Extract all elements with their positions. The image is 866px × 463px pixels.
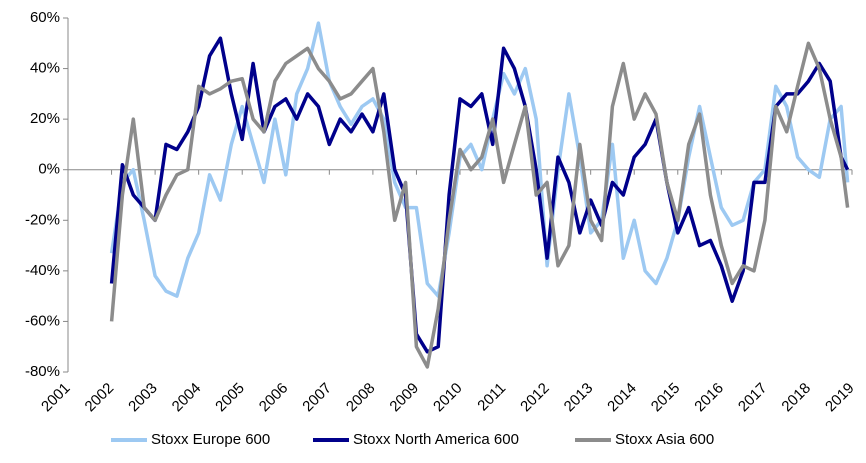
x-tick-label: 2017 <box>735 380 771 416</box>
legend-label: Stoxx Europe 600 <box>151 431 270 448</box>
y-tick-label: 20% <box>30 110 60 127</box>
legend-label: Stoxx North America 600 <box>353 431 519 448</box>
x-tick-label: 2004 <box>169 380 205 416</box>
x-tick-label: 2015 <box>648 380 684 416</box>
x-tick-label: 2010 <box>430 380 466 416</box>
x-tick-label: 2003 <box>125 380 161 416</box>
x-tick-label: 2002 <box>82 380 118 416</box>
x-tick-label: 2006 <box>256 380 292 416</box>
y-tick-label: -40% <box>25 262 60 279</box>
x-tick-label: 2013 <box>561 380 597 416</box>
x-tick-label: 2018 <box>778 380 814 416</box>
x-tick-label: 2014 <box>604 380 640 416</box>
series-line <box>109 21 850 298</box>
x-tick-label: 2016 <box>691 380 727 416</box>
x-tick-label: 2007 <box>299 380 335 416</box>
x-tick-label: 2005 <box>212 380 248 416</box>
legend-label: Stoxx Asia 600 <box>615 431 714 448</box>
y-tick-label: 40% <box>30 60 60 77</box>
y-tick-label: 0% <box>38 161 60 178</box>
x-tick-label: 2001 <box>38 380 74 416</box>
y-tick-label: 60% <box>30 9 60 26</box>
y-tick-label: -80% <box>25 363 60 380</box>
x-tick-label: 2019 <box>822 380 858 416</box>
x-tick-label: 2009 <box>386 380 422 416</box>
x-tick-label: 2012 <box>517 380 553 416</box>
x-tick-label: 2008 <box>343 380 379 416</box>
y-tick-label: -60% <box>25 312 60 329</box>
series-line <box>109 36 850 354</box>
series-line <box>109 41 850 369</box>
y-tick-label: -20% <box>25 211 60 228</box>
x-tick-label: 2011 <box>474 380 509 415</box>
